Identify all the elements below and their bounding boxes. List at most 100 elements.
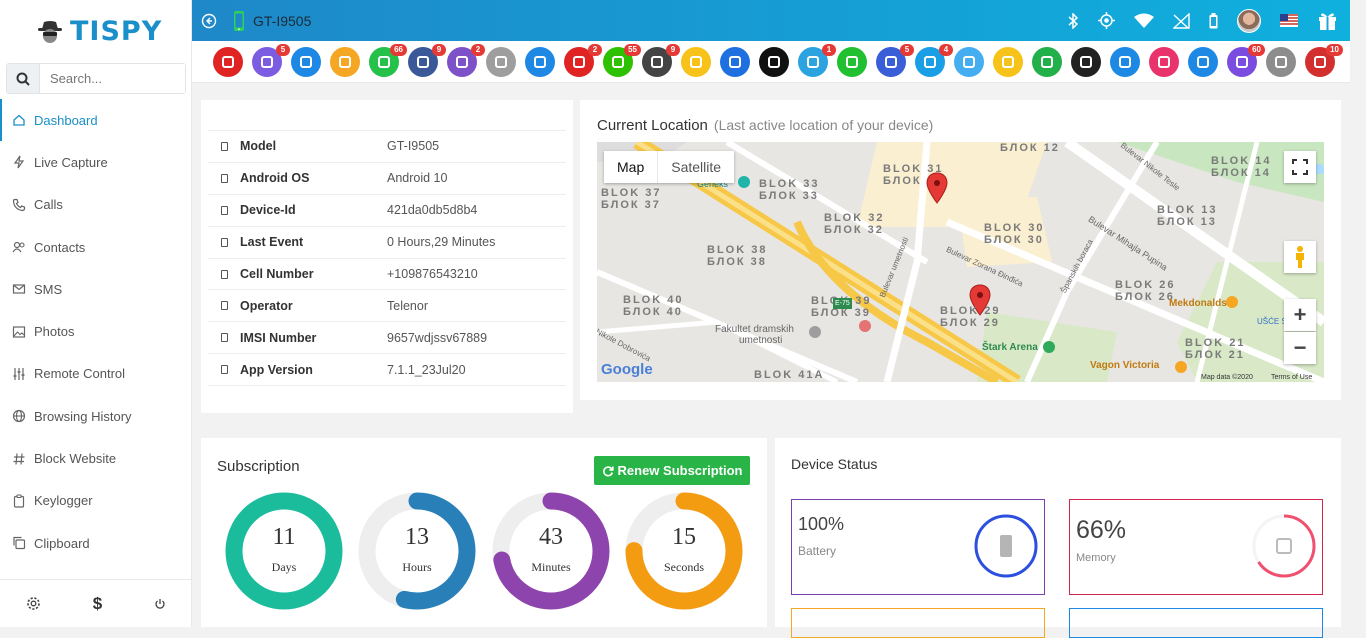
back-icon[interactable] <box>201 13 217 29</box>
device-info-value: 0 Hours,29 Minutes <box>387 235 496 250</box>
app-talk[interactable] <box>993 46 1023 77</box>
device-info-row: Model GT-I9505 <box>208 131 566 163</box>
map-label: БЛОК 32 <box>824 224 884 236</box>
app-messenger[interactable]: 5 <box>876 43 914 77</box>
search-button[interactable] <box>7 64 40 93</box>
map-type-satellite[interactable]: Satellite <box>657 151 734 183</box>
snapchat-icon <box>690 55 702 68</box>
wifi-icon[interactable] <box>1134 13 1154 28</box>
email-icon <box>300 55 312 68</box>
sidebar-item-keylogger[interactable]: Keylogger <box>0 480 192 522</box>
app-skype[interactable]: 4 <box>915 43 953 77</box>
app-line[interactable] <box>837 46 867 77</box>
progress-ring <box>625 492 743 610</box>
app-facebook[interactable]: 9 <box>408 43 446 77</box>
power-icon[interactable] <box>154 598 166 610</box>
status-tile-memory: 66% Memory <box>1069 499 1323 595</box>
us-flag-icon[interactable] <box>1280 14 1298 27</box>
ring-progress <box>625 492 743 610</box>
sidebar-item-photos[interactable]: Photos <box>0 310 192 352</box>
app-telegram[interactable]: 1 <box>798 43 836 77</box>
calls-icon <box>261 55 273 68</box>
map[interactable]: БЛОК 12 BLOK 31 БЛОК BLOK 37 БЛОК 37 Gen… <box>597 142 1324 382</box>
sidebar-item-remote-control[interactable]: Remote Control <box>0 353 192 395</box>
countdown-value: 13 <box>405 524 429 550</box>
settings-icon[interactable] <box>26 596 41 611</box>
sidebar-item-dashboard[interactable]: Dashboard <box>0 99 192 142</box>
map-label: BLOK 33 <box>759 178 820 190</box>
gallery-icon <box>1314 55 1326 68</box>
app-kik[interactable] <box>1071 46 1101 77</box>
app-email[interactable] <box>291 46 321 77</box>
app-instagram[interactable]: 9 <box>642 43 680 77</box>
app-screen-recorder[interactable] <box>213 46 243 77</box>
app-calls[interactable]: 5 <box>252 43 290 77</box>
refresh-icon <box>602 465 614 476</box>
zoom-in-button[interactable]: + <box>1284 299 1316 331</box>
sidebar-item-browsing-history[interactable]: Browsing History <box>0 395 192 437</box>
map-type-map[interactable]: Map <box>617 159 645 175</box>
sidebar-item-calls[interactable]: Calls <box>0 184 192 226</box>
bluetooth-icon[interactable] <box>1067 12 1079 29</box>
gps-icon[interactable] <box>1098 12 1115 29</box>
app-imo[interactable] <box>1266 46 1296 77</box>
device-info-value: Android 10 <box>387 171 448 186</box>
countdown-value: 11 <box>272 524 296 550</box>
avatar[interactable] <box>1237 8 1261 33</box>
renew-subscription-button[interactable]: Renew Subscription <box>594 456 750 485</box>
app-viber[interactable]: 2 <box>447 43 485 77</box>
sidebar-item-contacts[interactable]: Contacts <box>0 226 192 268</box>
fullscreen-button[interactable] <box>1284 151 1316 183</box>
app-whatsapp[interactable]: 66 <box>369 43 407 77</box>
video-chat-icon <box>1158 55 1170 68</box>
app-flickr[interactable] <box>720 46 750 77</box>
map-label: БЛОК 14 <box>1211 167 1271 179</box>
search-input[interactable] <box>40 64 185 93</box>
app-tinder[interactable]: 2 <box>564 43 602 77</box>
battery-icon[interactable] <box>1209 12 1218 29</box>
imo-icon <box>1275 55 1287 68</box>
app-clipboard[interactable] <box>330 46 360 77</box>
icon-glyph <box>220 173 228 183</box>
sidebar-item-clipboard[interactable]: Clipboard <box>0 522 192 564</box>
status-tile-partial <box>1069 608 1323 638</box>
countdown-value: 15 <box>672 524 696 550</box>
zoom-out-button[interactable]: − <box>1284 332 1316 364</box>
terms-link[interactable]: Terms of Use <box>1271 374 1313 381</box>
status-tile-battery: 100% Battery <box>791 499 1045 595</box>
renew-subscription-label: Renew Subscription <box>617 463 743 478</box>
app-snapchat[interactable] <box>681 46 711 77</box>
status-label: Memory <box>1076 552 1116 564</box>
app-tiktok[interactable] <box>759 46 789 77</box>
subscription-card: Subscription Renew Subscription 11 Days 13… <box>201 438 767 627</box>
street-view-pegman[interactable] <box>1284 241 1316 273</box>
location-title-text: Current Location <box>597 117 708 134</box>
app-bip[interactable] <box>954 46 984 77</box>
top-bar: GT-I9505 <box>192 0 1350 41</box>
device-info-label: IMSI Number <box>240 330 317 345</box>
status-label: Battery <box>798 544 837 558</box>
clipboard-icon <box>339 55 351 68</box>
sidebar-item-sms[interactable]: SMS <box>0 268 192 310</box>
app-wechat[interactable]: 55 <box>603 43 641 77</box>
app-zalo[interactable] <box>1110 46 1140 77</box>
app-hike[interactable] <box>1188 46 1218 77</box>
app-gallery[interactable]: 10 <box>1305 43 1343 77</box>
icon-glyph <box>220 237 228 247</box>
device-info-row: Android OS Android 10 <box>208 163 566 195</box>
gift-icon[interactable] <box>1317 10 1338 31</box>
tiktok-icon <box>768 55 780 68</box>
countdown-days: 11 Days <box>225 492 343 610</box>
app-video-chat[interactable] <box>1149 46 1179 77</box>
hike-icon <box>1197 55 1209 68</box>
sidebar-item-live-capture[interactable]: Live Capture <box>0 141 192 183</box>
sidebar-item-block-website[interactable]: Block Website <box>0 437 192 479</box>
brand-logo[interactable]: TISPY <box>36 14 162 48</box>
app-messages[interactable] <box>525 46 555 77</box>
wechat-icon <box>612 55 624 68</box>
signal-icon[interactable] <box>1173 12 1190 29</box>
app-hangouts[interactable] <box>1032 46 1062 77</box>
dollar-icon[interactable]: $ <box>92 593 103 613</box>
app-files[interactable] <box>486 46 516 77</box>
app-signal[interactable]: 60 <box>1227 43 1265 77</box>
